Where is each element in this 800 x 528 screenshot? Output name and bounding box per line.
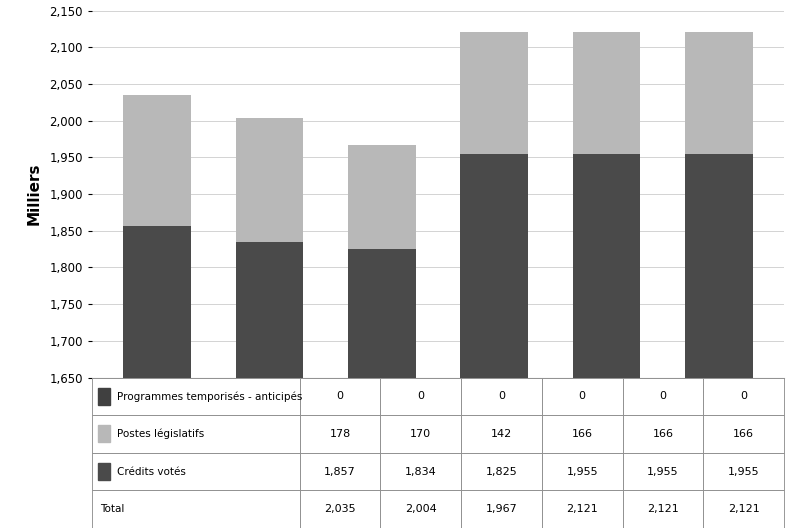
- Bar: [380, 453, 461, 491]
- Bar: [92, 491, 300, 528]
- Bar: [461, 453, 542, 491]
- Bar: [622, 415, 703, 453]
- Text: 170: 170: [410, 429, 431, 439]
- Text: 1,955: 1,955: [728, 467, 759, 477]
- Bar: [703, 491, 784, 528]
- Bar: [542, 491, 622, 528]
- Bar: [622, 491, 703, 528]
- Bar: [98, 388, 110, 405]
- Text: 0: 0: [337, 391, 343, 401]
- Text: 1,857: 1,857: [324, 467, 356, 477]
- Text: 178: 178: [330, 429, 350, 439]
- Text: Postes législatifs: Postes législatifs: [117, 429, 204, 439]
- Bar: [461, 154, 528, 528]
- Bar: [461, 491, 542, 528]
- Bar: [123, 95, 191, 225]
- Text: 2,121: 2,121: [728, 504, 759, 514]
- Y-axis label: Milliers: Milliers: [26, 163, 41, 225]
- Bar: [123, 225, 191, 528]
- Bar: [461, 415, 542, 453]
- Bar: [92, 378, 300, 415]
- Bar: [236, 242, 303, 528]
- Bar: [92, 453, 300, 491]
- Bar: [703, 378, 784, 415]
- Text: Total: Total: [100, 504, 125, 514]
- Text: 0: 0: [740, 391, 747, 401]
- Text: 166: 166: [653, 429, 674, 439]
- Bar: [380, 491, 461, 528]
- Bar: [542, 378, 622, 415]
- Text: 2,121: 2,121: [566, 504, 598, 514]
- Bar: [622, 378, 703, 415]
- Bar: [92, 415, 300, 453]
- Bar: [573, 154, 640, 528]
- Bar: [685, 32, 753, 154]
- Text: 1,955: 1,955: [647, 467, 678, 477]
- Text: 1,955: 1,955: [566, 467, 598, 477]
- Text: 0: 0: [578, 391, 586, 401]
- Text: 2,004: 2,004: [405, 504, 437, 514]
- Bar: [300, 453, 380, 491]
- Text: Programmes temporisés - anticipés: Programmes temporisés - anticipés: [117, 391, 302, 402]
- Text: 0: 0: [659, 391, 666, 401]
- Bar: [573, 32, 640, 154]
- Text: Crédits votés: Crédits votés: [117, 467, 186, 477]
- Text: 0: 0: [498, 391, 505, 401]
- Bar: [461, 378, 542, 415]
- Text: 1,825: 1,825: [486, 467, 518, 477]
- Bar: [300, 491, 380, 528]
- Bar: [300, 378, 380, 415]
- Bar: [622, 453, 703, 491]
- Bar: [98, 463, 110, 480]
- Bar: [348, 145, 415, 249]
- Bar: [542, 453, 622, 491]
- Text: 2,035: 2,035: [324, 504, 356, 514]
- Bar: [380, 378, 461, 415]
- Bar: [380, 415, 461, 453]
- Bar: [348, 249, 415, 528]
- Bar: [461, 32, 528, 154]
- Text: 2,121: 2,121: [647, 504, 678, 514]
- Text: 1,967: 1,967: [486, 504, 518, 514]
- Text: 166: 166: [572, 429, 593, 439]
- Text: 142: 142: [491, 429, 512, 439]
- Bar: [98, 426, 110, 442]
- Text: 0: 0: [418, 391, 424, 401]
- Text: 1,834: 1,834: [405, 467, 437, 477]
- Bar: [236, 118, 303, 242]
- Bar: [542, 415, 622, 453]
- Bar: [300, 415, 380, 453]
- Text: 166: 166: [733, 429, 754, 439]
- Bar: [703, 453, 784, 491]
- Bar: [685, 154, 753, 528]
- Bar: [703, 415, 784, 453]
